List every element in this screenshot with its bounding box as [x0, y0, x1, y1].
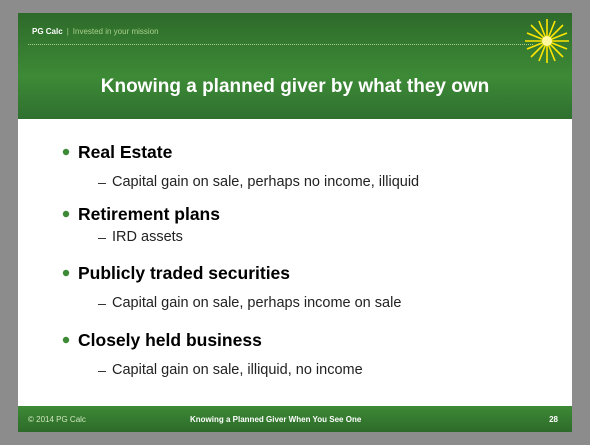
tagline: Invested in your mission: [72, 27, 159, 36]
bullet-dot: [62, 269, 70, 277]
sub-bullet-text: Capital gain on sale, perhaps income on …: [112, 295, 402, 311]
bullet-text: Closely held business: [78, 330, 262, 350]
footer-title: Knowing a Planned Giver When You See One: [190, 415, 362, 424]
bullet-dot: [62, 336, 70, 344]
footer-copyright: © 2014 PG Calc: [28, 415, 86, 424]
header-band: PG Calc | Invested in your mission Knowing…: [18, 13, 572, 119]
bullet-dot: [62, 148, 70, 156]
sub-bullet-text: Capital gain on sale, perhaps no income,…: [112, 174, 420, 190]
sub-bullet-text: Capital gain on sale, illiquid, no incom…: [112, 362, 363, 378]
bullet-text: Retirement plans: [78, 204, 220, 224]
sub-dash: [98, 183, 106, 184]
star-burst: [525, 19, 569, 63]
brand: PG Calc: [32, 27, 63, 36]
footer-band: © 2014 PG Calc Knowing a Planned Giver W…: [18, 406, 572, 432]
slide-title: Knowing a planned giver by what they own: [100, 76, 490, 97]
bullet-text: Real Estate: [78, 142, 173, 162]
divider: [28, 44, 533, 45]
brand-line: PG Calc | Invested in your mission: [32, 27, 159, 36]
sub-dash: [98, 371, 106, 372]
bullet-dot: [62, 210, 70, 218]
slide: PG Calc | Invested in your mission Knowing…: [18, 13, 572, 432]
separator: |: [66, 27, 69, 36]
sub-bullet-text: IRD assets: [112, 229, 183, 245]
bullet-text: Publicly traded securities: [78, 263, 291, 283]
sub-dash: [98, 238, 106, 239]
page-number: 28: [549, 415, 558, 424]
sub-dash: [98, 304, 106, 305]
